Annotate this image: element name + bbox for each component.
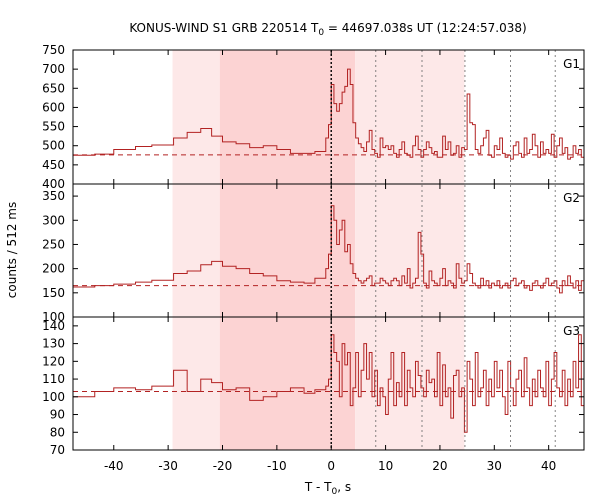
x-tick-label: -20 — [213, 459, 233, 473]
x-tick-label: 0 — [327, 459, 335, 473]
panel-g3: 70 80 90 100 110 120 130 140 G3 — [42, 319, 584, 457]
panel-g1: 400 450 500 550 600 650 700 750 G1 — [42, 43, 584, 191]
panel-frames — [72, 49, 585, 451]
y-tick-label: 120 — [42, 354, 65, 368]
y-tick-label: 100 — [42, 390, 65, 404]
panel-label-g2: G2 — [563, 191, 580, 205]
x-axis-label-subscript: 0 — [332, 487, 338, 497]
y-tick-label: 250 — [42, 237, 65, 251]
panels: 400 450 500 550 600 650 700 750 G1 100 150 200 250 30… — [42, 43, 584, 457]
y-tick-label: 200 — [42, 262, 65, 276]
y-tick-label: 500 — [42, 139, 65, 153]
x-tick-label: -30 — [158, 459, 178, 473]
y-tick-label: 350 — [42, 189, 65, 203]
panel-frame-g3 — [72, 316, 585, 451]
chart-title: KONUS-WIND S1 GRB 220514 T0 = 44697.038s… — [129, 21, 526, 38]
y-tick-label: 110 — [42, 372, 65, 386]
panel-label-g1: G1 — [563, 57, 580, 71]
y-tick-label: 140 — [42, 319, 65, 333]
y-tick-label: 150 — [42, 286, 65, 300]
y-tick-label: 400 — [42, 177, 65, 191]
x-tick-label: 10 — [378, 459, 393, 473]
x-tick-label: 30 — [487, 459, 502, 473]
y-tick-label: 750 — [42, 43, 65, 57]
y-tick-label: 450 — [42, 158, 65, 172]
vertical-lines — [330, 50, 556, 450]
shaded-region-2 — [219, 50, 356, 450]
y-tick-label: 130 — [42, 337, 65, 351]
y-tick-label: 70 — [50, 443, 65, 457]
y-tick-label: 100 — [42, 310, 65, 324]
y-tick-label: 600 — [42, 100, 65, 114]
y-tick-label: 300 — [42, 213, 65, 227]
y-tick-label: 650 — [42, 81, 65, 95]
x-tick-label: -40 — [104, 459, 124, 473]
x-tick-label: 20 — [432, 459, 447, 473]
y-tick-label: 80 — [50, 425, 65, 439]
chart-title-main: KONUS-WIND S1 GRB 220514 T — [129, 21, 319, 35]
y-tick-label: 90 — [50, 408, 65, 422]
x-tick-label: -10 — [267, 459, 287, 473]
x-tick-label: 40 — [541, 459, 556, 473]
y-tick-label: 700 — [42, 62, 65, 76]
chart-title-subscript: 0 — [318, 28, 324, 38]
shaded-region-1 — [172, 50, 220, 450]
shaded-regions — [172, 50, 465, 450]
x-axis: -40 -30 -20 -10 0 10 20 30 40 — [104, 459, 556, 473]
panel-label-g3: G3 — [563, 324, 580, 338]
x-axis-label-main: T - T — [304, 480, 332, 494]
x-axis-label: T - T0, s — [304, 480, 351, 497]
x-axis-label-rest: , s — [337, 480, 351, 494]
y-axis-label: counts / 512 ms — [5, 202, 19, 298]
y-tick-label: 550 — [42, 120, 65, 134]
chart-title-rest: = 44697.038s UT (12:24:57.038) — [324, 21, 527, 35]
